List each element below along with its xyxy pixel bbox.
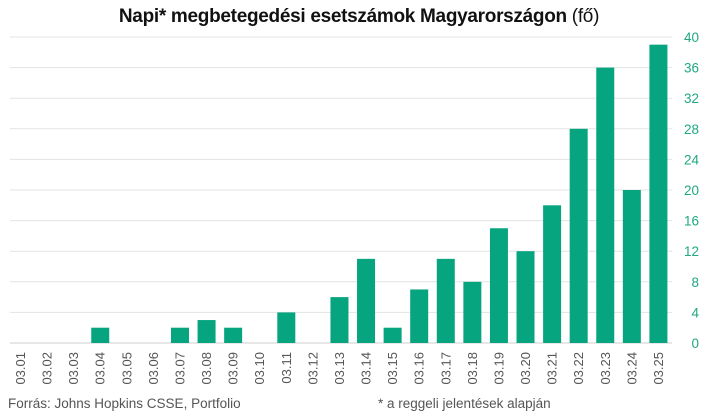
x-tick-label: 03.16 xyxy=(412,352,427,385)
x-tick-label: 03.19 xyxy=(491,352,506,385)
bar-03.25 xyxy=(649,44,668,344)
x-tick-label: 03.21 xyxy=(545,352,560,385)
x-tick-label: 03.24 xyxy=(624,352,639,385)
x-tick-label: 03.08 xyxy=(199,352,214,385)
bars xyxy=(91,44,668,344)
x-tick-label: 03.17 xyxy=(438,352,453,385)
x-tick-label: 03.06 xyxy=(146,352,161,385)
bar-03.14 xyxy=(357,258,376,343)
x-tick-label: 03.25 xyxy=(651,352,666,385)
x-tick-label: 03.09 xyxy=(226,352,241,385)
bar-03.15 xyxy=(383,327,402,343)
x-tick-label: 03.13 xyxy=(332,352,347,385)
bar-03.08 xyxy=(197,320,216,343)
x-tick-label: 03.12 xyxy=(305,352,320,385)
x-tick-label: 03.15 xyxy=(385,352,400,385)
x-tick-label: 03.02 xyxy=(40,352,55,385)
bar-03.23 xyxy=(596,67,615,343)
bar-03.20 xyxy=(516,251,535,343)
source-note: Forrás: Johns Hopkins CSSE, Portfolio xyxy=(8,396,241,411)
y-tick-label: 32 xyxy=(684,91,699,106)
bar-03.17 xyxy=(436,258,455,343)
y-tick-label: 8 xyxy=(691,275,699,290)
bar-03.18 xyxy=(463,281,482,343)
chart-title: Napi* megbetegedési esetszámok Magyarors… xyxy=(0,6,718,28)
x-tick-label: 03.10 xyxy=(252,352,267,385)
bar-03.19 xyxy=(489,228,508,343)
footnote: * a reggeli jelentések alapján xyxy=(378,396,551,411)
y-tick-label: 0 xyxy=(691,336,699,351)
x-tick-label: 03.14 xyxy=(359,352,374,385)
x-tick-label: 03.18 xyxy=(465,352,480,385)
bar-03.04 xyxy=(91,327,110,343)
x-tick-label: 03.20 xyxy=(518,352,533,385)
x-axis-ticks: 03.01 03.02 03.03 03.04 03.05 03.06 03.07 03.08… xyxy=(13,352,666,385)
bar-03.09 xyxy=(224,327,243,343)
chart-title-unit: (fő) xyxy=(571,6,600,27)
y-tick-label: 4 xyxy=(691,305,699,320)
x-tick-label: 03.05 xyxy=(119,352,134,385)
bar-03.13 xyxy=(330,297,349,343)
y-tick-label: 20 xyxy=(684,183,699,198)
y-tick-label: 36 xyxy=(684,61,699,76)
y-tick-label: 40 xyxy=(684,30,699,45)
bar-03.11 xyxy=(277,312,296,343)
x-tick-label: 03.23 xyxy=(598,352,613,385)
y-tick-label: 24 xyxy=(684,152,700,167)
y-tick-label: 28 xyxy=(684,122,699,137)
y-tick-label: 16 xyxy=(684,214,699,229)
x-tick-label: 03.01 xyxy=(13,352,28,385)
y-tick-label: 12 xyxy=(684,244,699,259)
bar-03.16 xyxy=(410,289,429,343)
x-tick-label: 03.04 xyxy=(93,352,108,385)
bar-03.21 xyxy=(543,205,562,343)
gridlines xyxy=(10,36,672,344)
chart-title-text: Napi* megbetegedési esetszámok Magyarors… xyxy=(118,6,567,27)
x-tick-label: 03.03 xyxy=(66,352,81,385)
bar-03.22 xyxy=(569,128,588,343)
x-tick-label: 03.11 xyxy=(279,352,294,384)
x-tick-label: 03.22 xyxy=(571,352,586,385)
y-axis-ticks: 0 4 8 12 16 20 24 28 32 36 40 xyxy=(684,30,700,351)
bar-03.24 xyxy=(622,190,641,343)
x-tick-label: 03.07 xyxy=(172,352,187,385)
bar-03.07 xyxy=(170,327,189,343)
